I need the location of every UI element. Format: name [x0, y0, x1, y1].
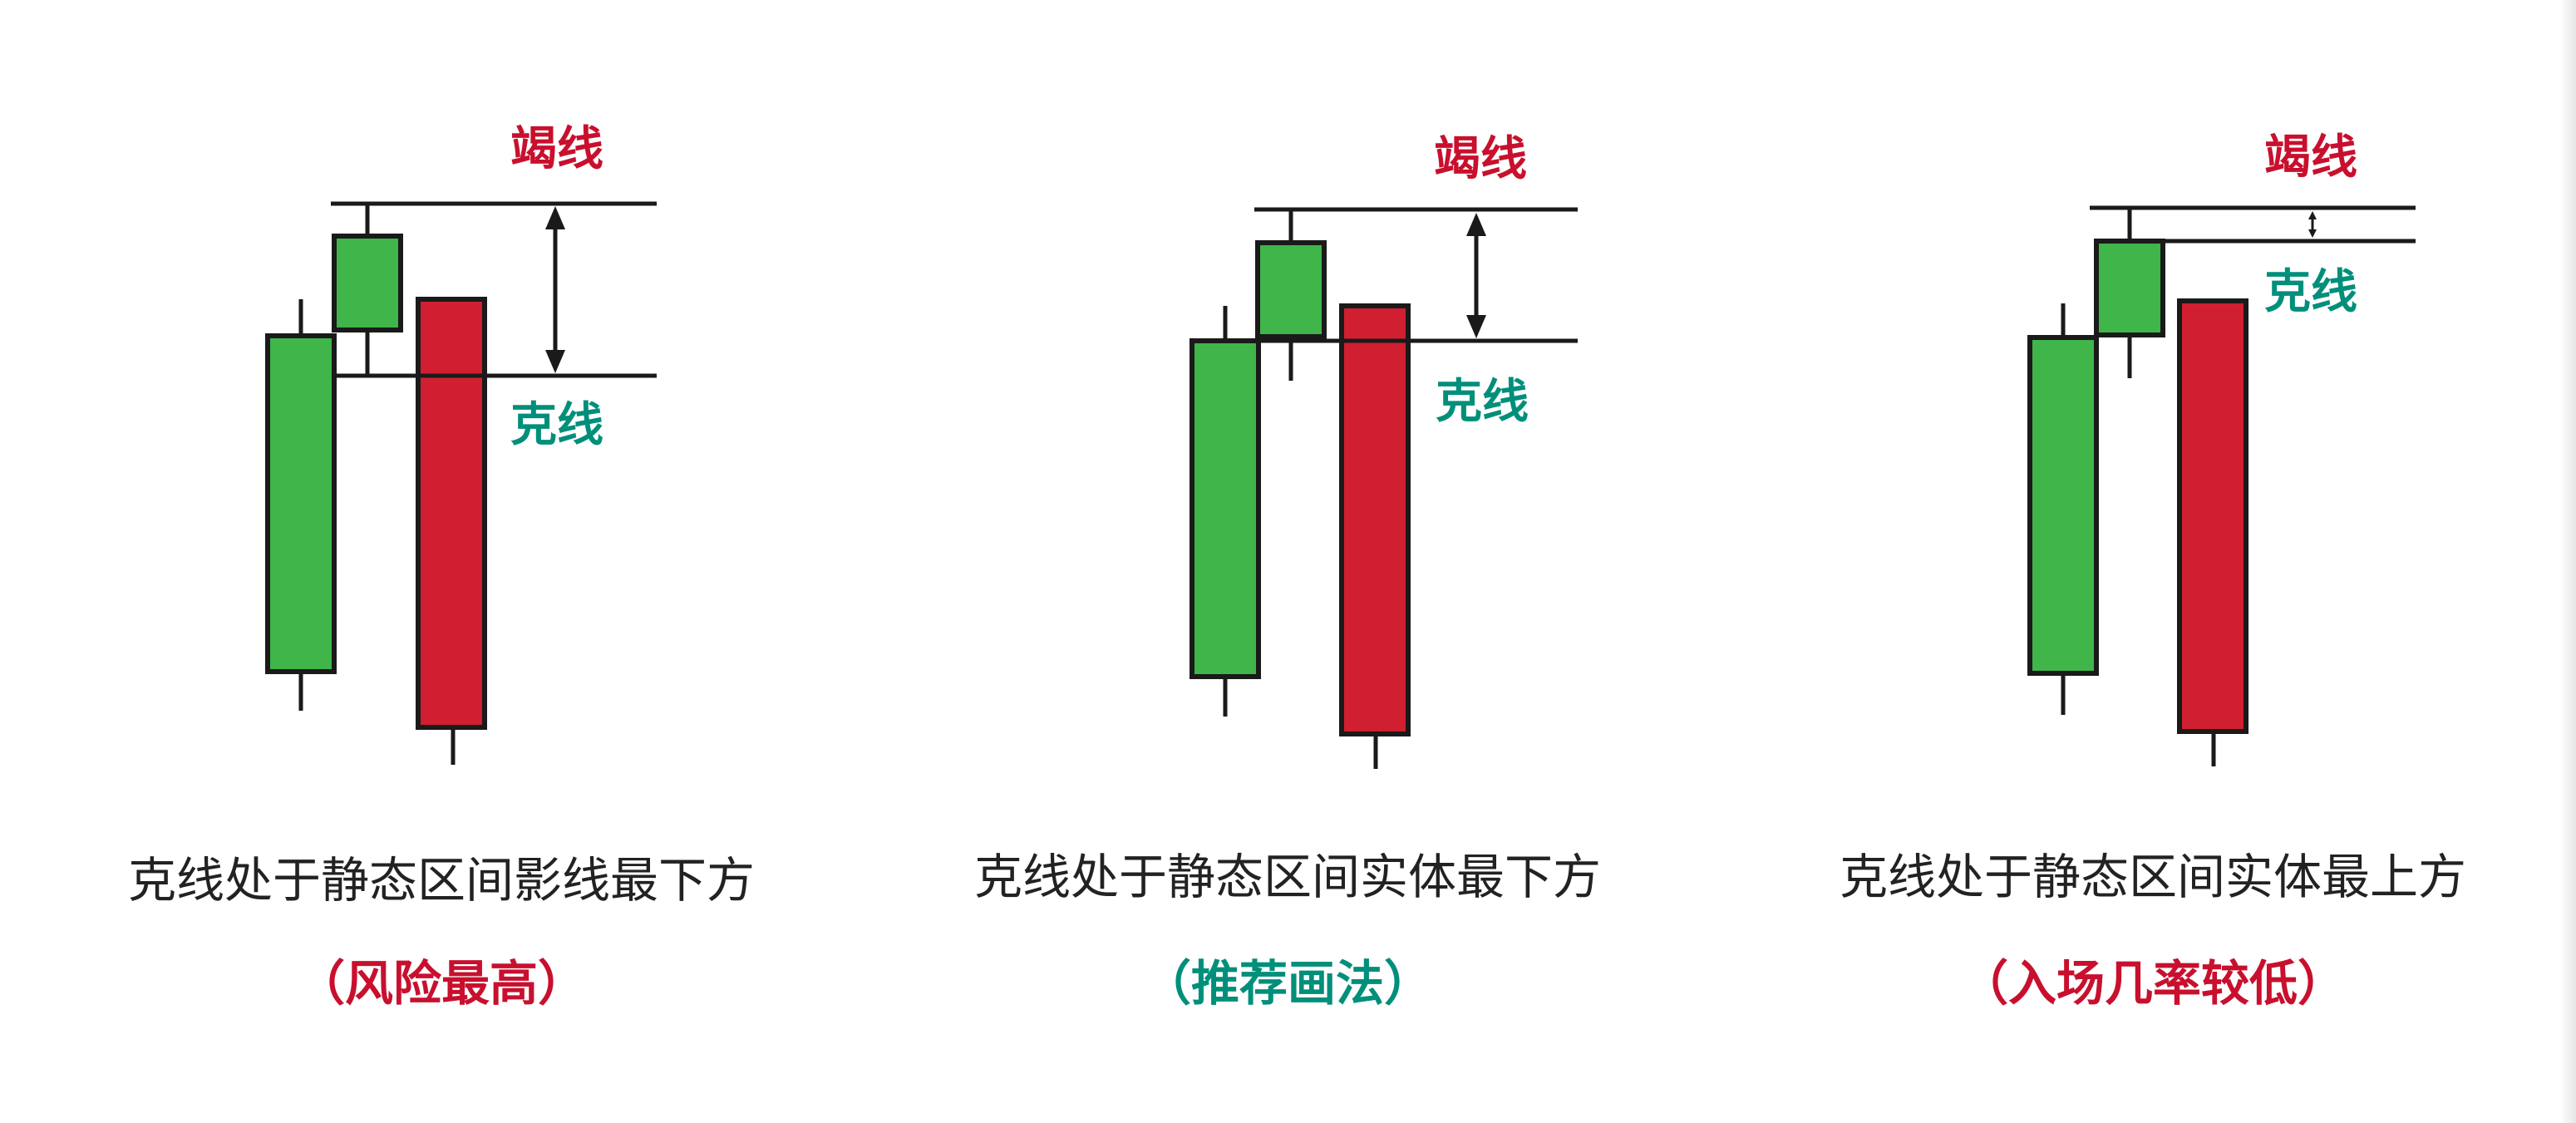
- panel-caption: 克线处于静态区间实体最下方: [973, 849, 1601, 905]
- range-arrow: [545, 206, 565, 373]
- gram-label: 克线: [2264, 265, 2357, 319]
- candle-1-body: [2027, 335, 2099, 676]
- panel-caption: 克线处于静态区间影线最下方: [127, 852, 755, 909]
- gram-label: 克线: [1436, 375, 1529, 429]
- candle-1-body: [1189, 338, 1261, 679]
- candle-2-body: [332, 234, 403, 332]
- candle-3-body: [1339, 303, 1411, 736]
- candle-2-body: [2094, 239, 2165, 337]
- exhaust-label: 竭线: [2264, 131, 2357, 185]
- gram-label: 克线: [510, 398, 603, 452]
- exhaust-label: 竭线: [1434, 132, 1527, 186]
- candles-panel-1: 竭线 克线: [265, 122, 657, 765]
- page-edge-shadow: [2560, 0, 2576, 1123]
- panel-body-top: 竭线 克线 克线处于静态区间实体最上方 （入场几率较低）: [1717, 0, 2559, 1123]
- candles-panel-2: 竭线 克线: [1189, 132, 1578, 769]
- candle-3-body: [416, 297, 487, 730]
- panel-note: （入场几率较低）: [1959, 955, 2346, 1012]
- panel-note: （风险最高）: [296, 955, 586, 1012]
- candle-3-body: [2177, 298, 2248, 734]
- exhaust-label: 竭线: [510, 122, 603, 176]
- range-arrow: [2308, 211, 2317, 238]
- candle-2-body: [1255, 240, 1327, 339]
- range-arrow: [1466, 213, 1486, 338]
- panel-note: （推荐画法）: [1142, 955, 1432, 1012]
- panel-caption: 克线处于静态区间实体最上方: [1839, 849, 2466, 905]
- panel-wick-bottom: 竭线 克线 克线处于静态区间影线最下方 （风险最高）: [0, 0, 859, 1123]
- candle-1-body: [265, 333, 337, 674]
- panel-body-bottom: 竭线 克线 克线处于静态区间实体最下方 （推荐画法）: [859, 0, 1717, 1123]
- candles-panel-3: 竭线 克线: [2027, 131, 2416, 766]
